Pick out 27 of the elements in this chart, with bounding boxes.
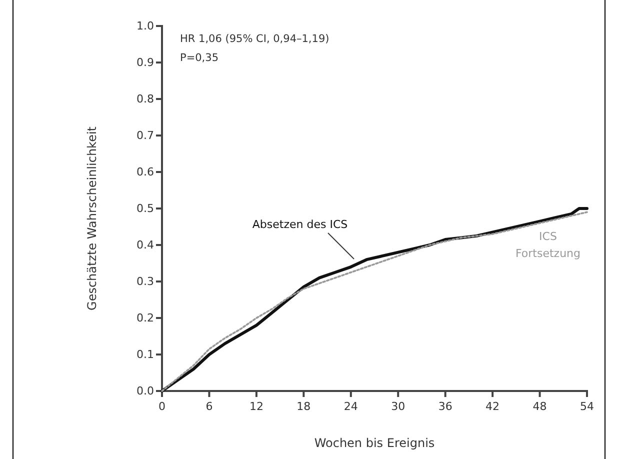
- y-tick-label: 0.9: [136, 56, 154, 70]
- y-tick-label: 0.6: [136, 166, 154, 179]
- x-tick-label: 0: [158, 400, 166, 413]
- x-tick-label: 54: [580, 400, 594, 413]
- y-tick-label: 0.2: [136, 312, 154, 325]
- annotation: HR 1,06 (95% CI, 0,94–1,19): [180, 33, 330, 45]
- y-axis-title: Geschätzte Wahrscheinlichkeit: [85, 126, 99, 310]
- y-tick-label: 0.8: [136, 92, 154, 106]
- series-label: ICS Fortsetzung: [515, 230, 581, 260]
- x-tick-label: 6: [206, 400, 213, 413]
- y-tick-label: 0.3: [136, 275, 154, 288]
- y-tick-label: 1.0: [136, 20, 154, 33]
- x-tick-label: 24: [344, 400, 358, 413]
- y-tick-label: 0.0: [136, 384, 154, 398]
- x-tick-label: 18: [296, 400, 311, 413]
- x-tick-label: 42: [486, 400, 500, 413]
- x-tick-label: 12: [249, 400, 264, 413]
- x-tick-label: 48: [532, 400, 547, 413]
- x-tick-label: 36: [438, 400, 452, 413]
- y-tick-label: 0.1: [136, 348, 154, 362]
- text: Absetzen des ICS: [252, 218, 348, 231]
- y-tick-label: 0.7: [136, 129, 154, 142]
- annotation: P=0,35: [180, 52, 219, 64]
- x-tick-label: 30: [391, 400, 406, 413]
- x-axis-title: Wochen bis Ereignis: [314, 436, 435, 450]
- y-tick-label: 0.4: [136, 238, 154, 252]
- y-tick-label: 0.5: [136, 202, 154, 216]
